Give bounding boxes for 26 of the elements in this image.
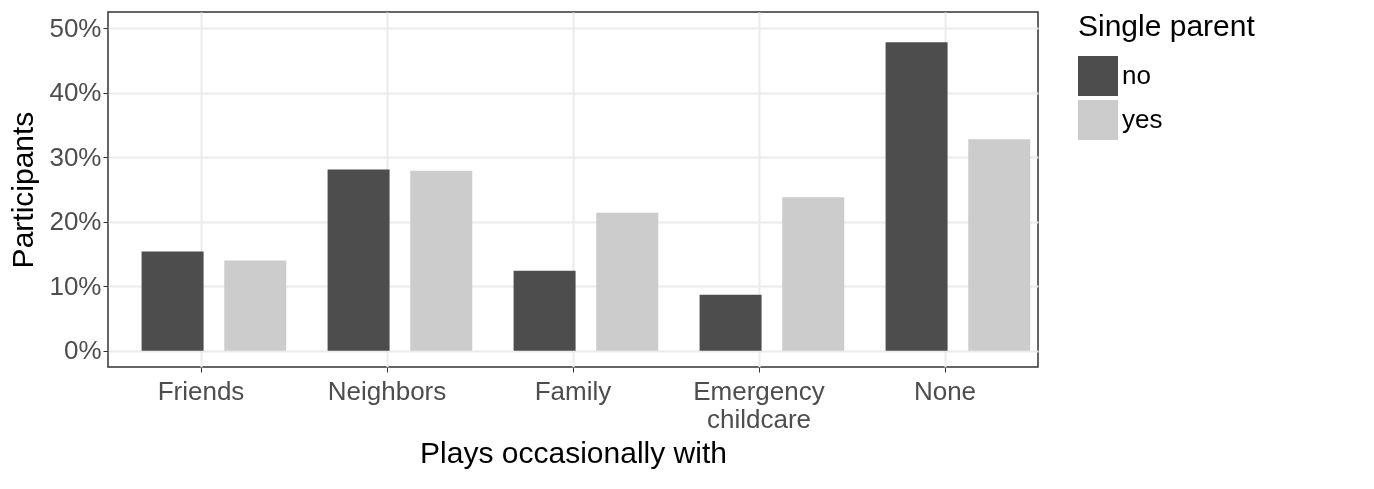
x-axis-title: Plays occasionally with	[420, 435, 727, 469]
bar	[782, 197, 845, 351]
bar	[699, 294, 762, 351]
y-tick-label: 40%	[49, 77, 102, 108]
y-axis-title: Participants	[6, 111, 40, 269]
x-tick-label: Neighbors	[327, 375, 447, 406]
legend-title: Single parent	[1078, 9, 1256, 42]
y-tick-label: 10%	[49, 270, 102, 301]
y-tick-label: 50%	[49, 12, 102, 43]
bar	[327, 169, 390, 351]
bar	[885, 42, 948, 351]
x-tick-label: Friends	[157, 375, 245, 406]
bar	[968, 139, 1031, 351]
y-tick-label: 20%	[49, 206, 102, 237]
legend-label: yes	[1122, 104, 1163, 134]
y-tick-label: 0%	[63, 335, 102, 366]
x-tick-label: Family	[534, 375, 612, 406]
bar	[513, 270, 576, 351]
bar	[141, 251, 204, 351]
legend-label: no	[1122, 60, 1151, 90]
bar	[596, 212, 659, 351]
bar	[224, 260, 287, 351]
y-tick-label: 30%	[49, 141, 102, 172]
x-tick-label: Emergency childcare	[693, 375, 825, 434]
bar	[410, 170, 473, 351]
x-tick-label: None	[913, 375, 977, 406]
